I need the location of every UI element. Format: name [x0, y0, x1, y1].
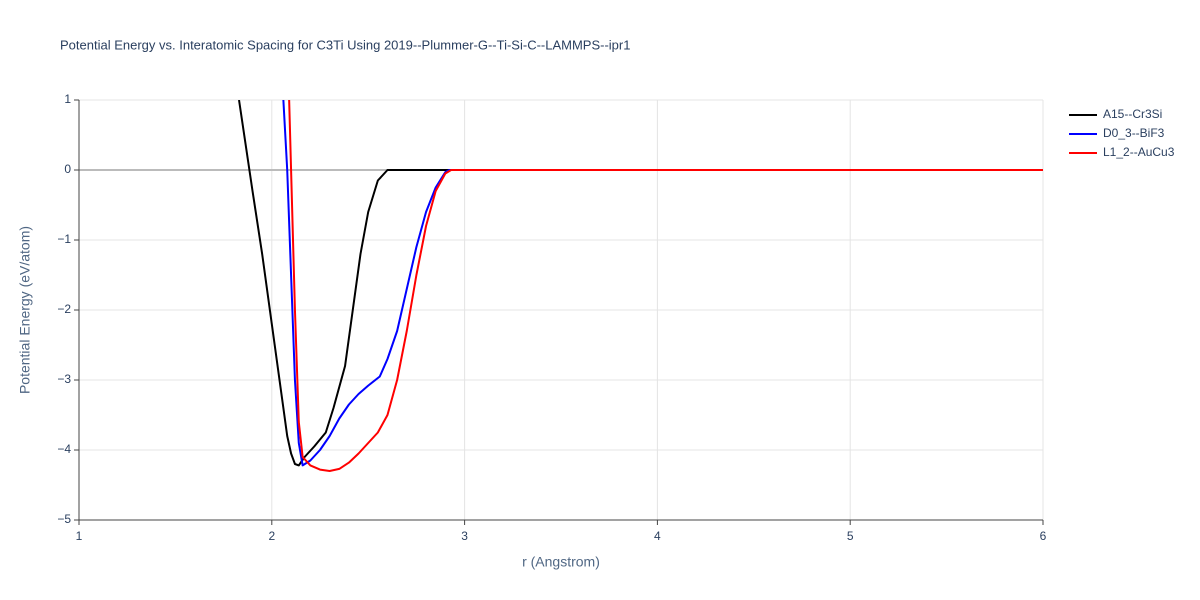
lines-layer: [238, 100, 1043, 472]
x-tick-label: 5: [847, 529, 854, 543]
x-tick-label: 4: [654, 529, 661, 543]
y-tick-label: −4: [57, 442, 71, 456]
legend: A15--Cr3Si D0_3--BiF3 L1_2--AuCu3: [1069, 107, 1175, 159]
series-line: [238, 100, 1043, 467]
y-axis-title: Potential Energy (eV/atom): [17, 226, 33, 394]
x-tick-label: 1: [76, 529, 83, 543]
y-tick-label: 0: [64, 162, 71, 176]
grid-layer: [78, 99, 1044, 521]
y-tick-label: −2: [57, 302, 71, 316]
y-tick-label: −5: [57, 512, 71, 526]
axes-layer: 1 2 3 4 5 6 −5 −4 −3 −2 −1 0 1: [57, 92, 1046, 543]
y-tick-label: 1: [64, 92, 71, 106]
y-tick-label: −1: [57, 232, 71, 246]
series-line: [288, 100, 1043, 472]
x-tick-label: 6: [1040, 529, 1047, 543]
legend-label: D0_3--BiF3: [1103, 126, 1165, 140]
x-tick-label: 3: [461, 529, 468, 543]
chart-title: Potential Energy vs. Interatomic Spacing…: [60, 37, 630, 52]
series-line: [282, 100, 1043, 467]
x-axis-title: r (Angstrom): [522, 554, 600, 570]
legend-label: A15--Cr3Si: [1103, 107, 1162, 121]
y-tick-label: −3: [57, 372, 71, 386]
legend-label: L1_2--AuCu3: [1103, 145, 1175, 159]
x-tick-label: 2: [268, 529, 275, 543]
